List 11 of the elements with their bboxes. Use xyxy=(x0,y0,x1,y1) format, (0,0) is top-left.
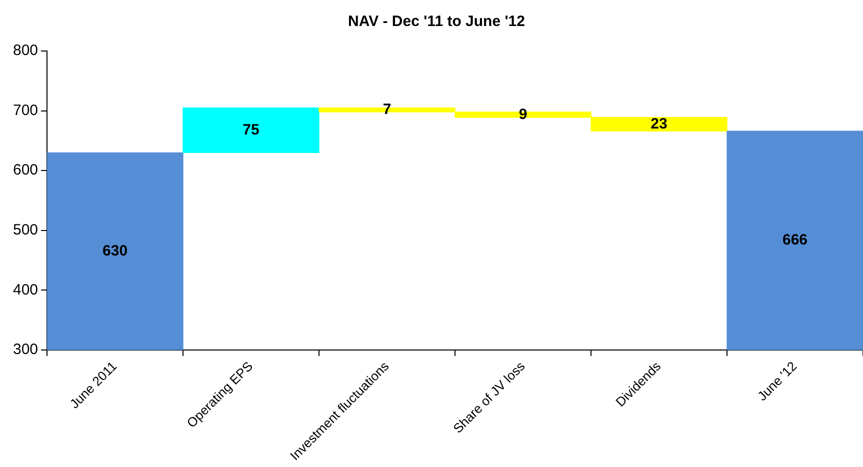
chart-title: NAV - Dec '11 to June '12 xyxy=(348,13,525,30)
y-tick-label: 600 xyxy=(12,162,38,179)
data-label: 23 xyxy=(650,115,668,132)
y-tick-label: 800 xyxy=(12,42,38,60)
y-tick-label: 300 xyxy=(12,341,38,358)
y-tick-label: 700 xyxy=(12,102,38,119)
y-tick-label: 400 xyxy=(12,281,38,298)
data-label: 630 xyxy=(102,242,128,260)
y-tick-label: 500 xyxy=(12,222,38,239)
data-label: 666 xyxy=(782,232,808,249)
data-label: 75 xyxy=(242,121,260,138)
